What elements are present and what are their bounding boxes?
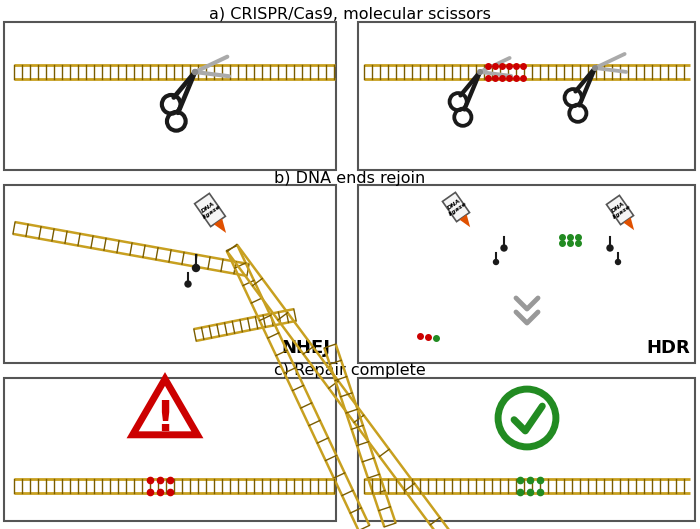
Circle shape — [193, 69, 197, 75]
Polygon shape — [195, 194, 225, 226]
Text: NHEJ: NHEJ — [281, 339, 330, 357]
Polygon shape — [459, 215, 470, 227]
Text: a) CRISPR/Cas9, molecular scissors: a) CRISPR/Cas9, molecular scissors — [209, 6, 491, 22]
Circle shape — [185, 281, 191, 287]
Circle shape — [193, 264, 200, 271]
FancyBboxPatch shape — [4, 378, 336, 521]
Text: DNA
ligase: DNA ligase — [608, 199, 631, 221]
Text: DNA
ligase: DNA ligase — [444, 197, 468, 217]
FancyBboxPatch shape — [4, 185, 336, 363]
Circle shape — [501, 245, 507, 251]
Text: c) Repair complete: c) Repair complete — [274, 363, 426, 379]
Circle shape — [494, 260, 498, 264]
Polygon shape — [214, 218, 226, 233]
Text: !: ! — [155, 398, 174, 440]
Text: DNA
ligase: DNA ligase — [198, 199, 222, 221]
Text: b) DNA ends rejoin: b) DNA ends rejoin — [274, 170, 426, 186]
Text: HDR: HDR — [646, 339, 690, 357]
Polygon shape — [442, 193, 470, 222]
Circle shape — [615, 260, 620, 264]
Circle shape — [593, 66, 597, 70]
Polygon shape — [624, 217, 634, 230]
Circle shape — [607, 245, 613, 251]
FancyBboxPatch shape — [358, 378, 695, 521]
FancyBboxPatch shape — [4, 22, 336, 170]
Circle shape — [477, 70, 482, 75]
Polygon shape — [606, 195, 634, 225]
FancyBboxPatch shape — [358, 185, 695, 363]
FancyBboxPatch shape — [358, 22, 695, 170]
